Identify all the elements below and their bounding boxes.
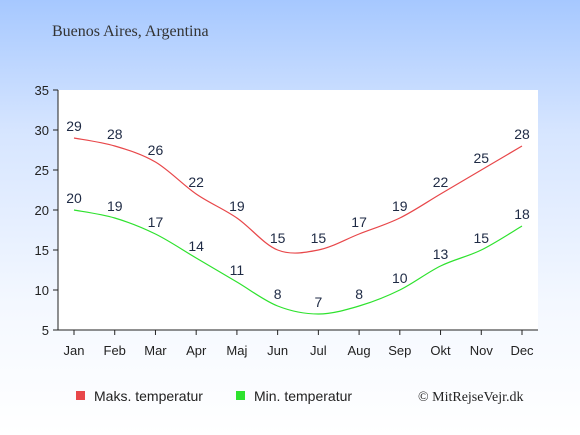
- x-tick-label: Maj: [226, 343, 247, 358]
- data-label-min: 18: [514, 206, 530, 222]
- legend-swatch-min: [236, 391, 245, 400]
- legend-swatch-max: [76, 391, 85, 400]
- y-tick-label: 15: [35, 243, 49, 258]
- x-tick-label: Apr: [186, 343, 207, 358]
- data-label-min: 11: [230, 262, 245, 278]
- data-label-max: 28: [107, 126, 123, 142]
- series-layer: [73, 137, 523, 315]
- y-tick-label: 5: [42, 323, 49, 338]
- legend-label-max: Maks. temperatur: [94, 388, 203, 404]
- y-tick-label: 10: [35, 283, 49, 298]
- x-tick-label: Mar: [144, 343, 167, 358]
- series-line-max: [73, 137, 523, 254]
- data-label-max: 25: [473, 150, 489, 166]
- data-label-max: 19: [229, 198, 245, 214]
- y-tick-label: 25: [35, 163, 49, 178]
- data-label-min: 15: [473, 230, 489, 246]
- legend-label-min: Min. temperatur: [254, 388, 352, 404]
- data-label-max: 17: [351, 214, 367, 230]
- data-label-max: 22: [433, 174, 449, 190]
- y-tick-label: 20: [35, 203, 49, 218]
- data-labels: 29 28 26 22 19 15 15 17 19 22 25 28 20 19 17 14 11 8 7 8 10 1…: [66, 118, 530, 310]
- x-tick-label: Jan: [64, 343, 85, 358]
- x-tick-label: Nov: [470, 343, 494, 358]
- data-label-min: 8: [355, 286, 363, 302]
- x-tick-label: Sep: [388, 343, 411, 358]
- plot-area: [58, 90, 538, 330]
- data-label-min: 14: [188, 238, 204, 254]
- data-label-max: 19: [392, 198, 408, 214]
- legend: Maks. temperatur Min. temperatur: [76, 388, 352, 404]
- data-label-min: 17: [148, 214, 164, 230]
- data-label-max: 26: [148, 142, 164, 158]
- x-tick-label: Jun: [267, 343, 288, 358]
- axes: 5 10 15 20 25 30 35 Jan Feb Mar Apr Maj Jun Jul Aug Sep…: [35, 83, 538, 358]
- chart-title: Buenos Aires, Argentina: [52, 23, 209, 40]
- data-label-max: 15: [311, 230, 327, 246]
- y-tick-label: 35: [35, 83, 49, 98]
- data-label-max: 28: [514, 126, 530, 142]
- series-line-min: [73, 209, 523, 315]
- data-label-min: 7: [314, 294, 322, 310]
- data-label-min: 8: [274, 286, 282, 302]
- x-tick-label: Okt: [430, 343, 451, 358]
- data-label-max: 15: [270, 230, 286, 246]
- data-label-min: 10: [392, 270, 408, 286]
- x-tick-label: Feb: [104, 343, 126, 358]
- data-label-max: 29: [66, 118, 82, 134]
- data-label-min: 19: [107, 198, 123, 214]
- x-tick-label: Aug: [348, 343, 371, 358]
- data-label-max: 22: [188, 174, 204, 190]
- x-tick-label: Dec: [510, 343, 534, 358]
- data-label-min: 13: [433, 246, 449, 262]
- y-tick-label: 30: [35, 123, 49, 138]
- credit-text: © MitRejseVejr.dk: [418, 390, 524, 405]
- x-tick-label: Jul: [310, 343, 327, 358]
- data-label-min: 20: [66, 190, 82, 206]
